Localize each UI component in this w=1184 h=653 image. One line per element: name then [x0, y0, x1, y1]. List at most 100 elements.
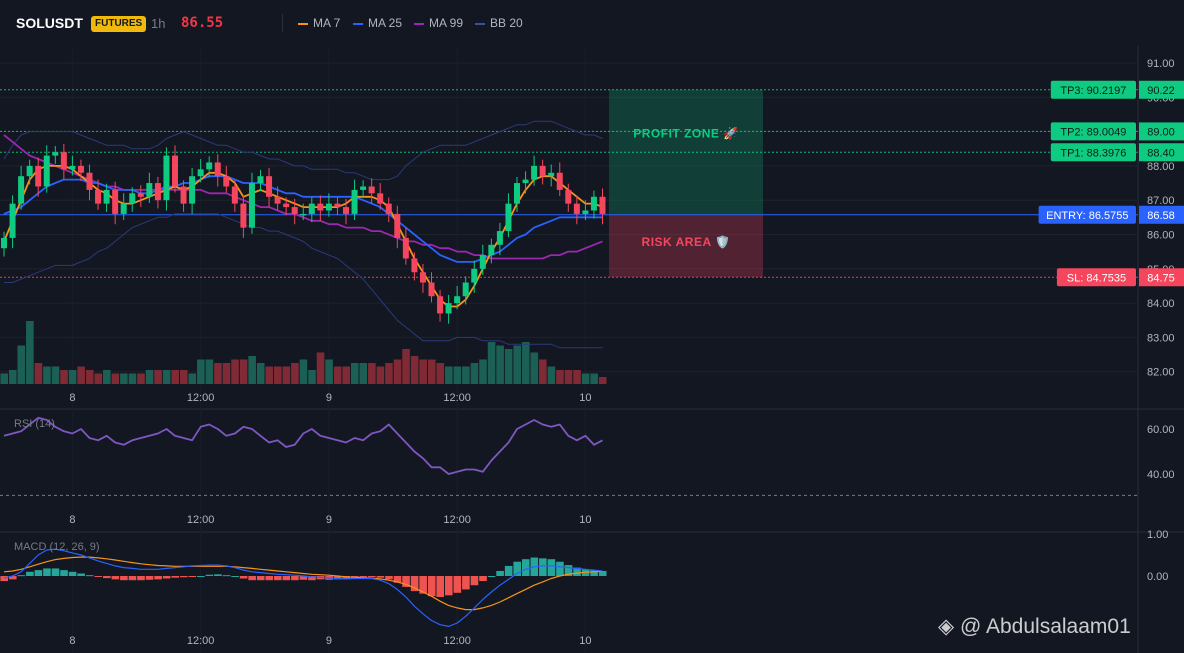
macd-time-label: 12:00: [443, 635, 471, 647]
candle-body: [274, 196, 281, 204]
macd-histogram-bar: [419, 576, 427, 594]
macd-histogram-bar: [43, 568, 51, 576]
volume-bars: [0, 321, 607, 384]
candle-body: [69, 165, 76, 170]
macd-histogram-bar: [60, 570, 68, 576]
macd-title: MACD (12, 26, 9): [14, 541, 100, 553]
candle-body: [385, 203, 392, 214]
volume-bar: [248, 356, 256, 384]
volume-bar: [26, 321, 34, 384]
volume-bar: [564, 370, 573, 384]
candle-body: [95, 189, 102, 204]
legend-ma7[interactable]: MA 7: [298, 16, 340, 30]
volume-bar: [222, 363, 231, 384]
macd-histogram-bar: [222, 575, 231, 577]
sl-tag: [1056, 268, 1136, 287]
volume-bar: [393, 359, 402, 384]
volume-bar: [188, 373, 197, 384]
macd-histogram-bar: [94, 576, 103, 577]
price-tick-label: 88.00: [1147, 161, 1175, 173]
candle-body: [437, 296, 444, 314]
macd-histogram-bar: [385, 576, 393, 580]
rsi-title: RSI (14): [14, 418, 55, 430]
candle-body: [214, 162, 221, 177]
tp1-tag-label: TP1: 88.3976: [1060, 147, 1126, 159]
volume-bar: [547, 366, 556, 384]
volume-bar: [513, 345, 521, 384]
volume-bar: [427, 359, 436, 384]
profit-zone-label: PROFIT ZONE 🚀: [633, 127, 738, 141]
candle-body: [531, 165, 538, 180]
candle-body: [368, 186, 375, 194]
tp1-price-box: [1139, 143, 1184, 162]
legend-ma25-swatch: [353, 22, 363, 25]
rsi-time-label: 9: [326, 514, 332, 526]
legend-bb20[interactable]: BB 20: [475, 16, 523, 30]
macd-histogram-bar: [26, 571, 34, 576]
macd-histogram-bar: [299, 576, 308, 580]
volume-bar: [487, 342, 496, 384]
macd-histogram-bar: [154, 576, 162, 580]
volume-bar: [402, 349, 410, 384]
volume-bar: [376, 366, 385, 384]
candle-body: [291, 207, 298, 214]
volume-bar: [496, 345, 504, 384]
candle-body: [419, 272, 426, 283]
legend-ma99-label: MA 99: [429, 16, 464, 30]
volume-bar: [205, 359, 214, 384]
price-tick-label: 83.00: [1147, 332, 1175, 344]
legend-ma99[interactable]: MA 99: [414, 16, 463, 30]
candle-body: [334, 203, 341, 208]
candle-body: [231, 186, 238, 204]
legend-ma99-swatch: [414, 22, 424, 25]
candle-body: [496, 231, 503, 245]
candle-body: [18, 176, 25, 204]
candle-body: [573, 203, 580, 214]
macd-line: [3, 548, 603, 627]
volume-bar: [197, 359, 205, 384]
candle-body: [189, 176, 196, 204]
macd-histogram-bar: [256, 576, 265, 581]
tp2-price-box: [1139, 122, 1184, 141]
volume-bar: [368, 363, 376, 384]
macd-histogram-bar: [376, 576, 385, 578]
macd-histogram-bar: [17, 575, 26, 577]
volume-bar: [556, 370, 564, 384]
legend-ma25[interactable]: MA 25: [353, 16, 402, 30]
volume-bar: [342, 366, 350, 384]
timeframe-selector[interactable]: 1h: [151, 16, 166, 31]
volume-bar: [179, 370, 188, 384]
main-time-label: 12:00: [443, 392, 471, 404]
volume-bar: [128, 373, 137, 384]
macd-histogram-bar: [77, 573, 85, 576]
macd-histogram-bar: [427, 576, 436, 597]
macd-time-label: 10: [579, 635, 591, 647]
price-tick-label: 82.00: [1147, 367, 1175, 379]
candle-body: [223, 176, 230, 187]
volume-bar: [325, 359, 333, 384]
macd-time-label: 9: [326, 635, 332, 647]
macd-histogram-bar: [85, 575, 94, 577]
macd-histogram-bar: [487, 576, 496, 577]
volume-bar: [521, 342, 530, 384]
macd-histogram-bar: [179, 576, 188, 578]
macd-histogram-bar: [359, 576, 368, 577]
macd-histogram-bar: [265, 576, 274, 581]
tp1-price-label: 88.40: [1147, 147, 1175, 159]
macd-histogram-bar: [573, 567, 581, 576]
volume-bar: [34, 363, 43, 384]
symbol-name[interactable]: SOLUSDT: [16, 15, 83, 31]
volume-bar: [85, 370, 94, 384]
candle-body: [9, 203, 16, 238]
sl-price-label: 84.75: [1147, 272, 1175, 284]
macd-histogram-bar: [496, 570, 504, 576]
macd-histogram-bar: [103, 576, 111, 579]
candle-body: [60, 152, 67, 170]
volume-bar: [436, 363, 445, 384]
tp2-tag-label: TP2: 89.0049: [1060, 126, 1126, 138]
macd-time-label: 12:00: [187, 635, 215, 647]
risk-area: [609, 214, 763, 278]
legend-ma7-swatch: [298, 22, 308, 25]
rsi-time-label: 8: [69, 514, 75, 526]
